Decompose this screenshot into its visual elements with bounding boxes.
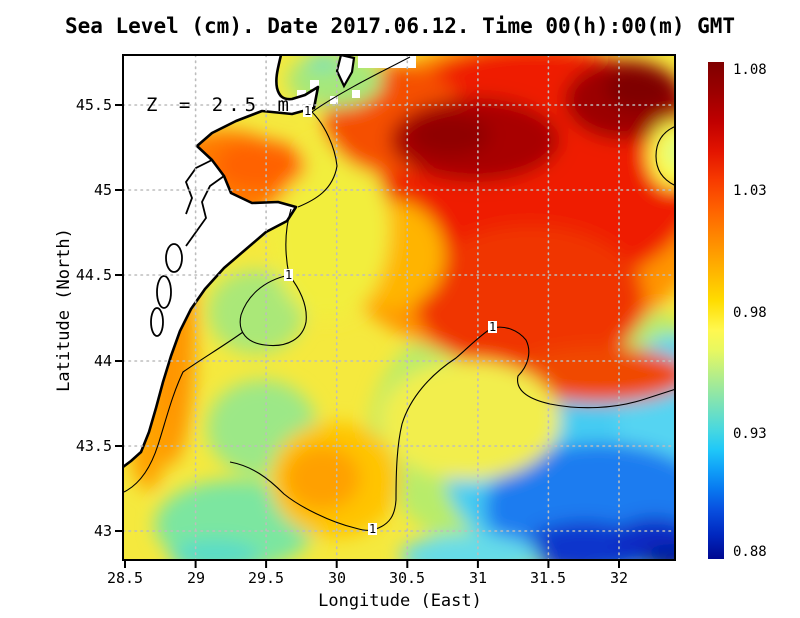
x-tick-label: 31 bbox=[468, 569, 488, 587]
coast-staircase bbox=[128, 56, 416, 448]
colorbar-label: 0.98 bbox=[733, 305, 767, 321]
lagoon-outlines bbox=[150, 159, 225, 337]
contour-label: 1 bbox=[303, 104, 313, 118]
x-tick-label: 29.5 bbox=[247, 569, 285, 587]
contour-lines bbox=[123, 56, 675, 531]
axis-ticks bbox=[115, 104, 620, 568]
x-axis-title: Longitude (East) bbox=[318, 591, 482, 611]
field-region bbox=[123, 55, 675, 560]
delta-island bbox=[335, 55, 356, 89]
colorbar-label: 1.08 bbox=[733, 62, 767, 78]
plot-border bbox=[122, 54, 676, 561]
contour-label: 1 bbox=[488, 320, 498, 334]
colorbar-label: 0.88 bbox=[733, 544, 767, 560]
y-tick-label: 44 bbox=[93, 352, 112, 370]
gridlines bbox=[123, 55, 675, 560]
y-axis-title: Latitude (North) bbox=[54, 228, 74, 392]
colorbar bbox=[708, 62, 724, 559]
x-tick-label: 28.5 bbox=[106, 569, 144, 587]
x-tick-label: 30 bbox=[327, 569, 347, 587]
contour-label: 1 bbox=[284, 268, 294, 282]
depth-annotation: Z = 2.5 m bbox=[146, 94, 294, 116]
plot-title: Sea Level (cm). Date 2017.06.12. Time 00… bbox=[64, 14, 736, 38]
y-tick-label: 43 bbox=[93, 522, 112, 540]
colorbar-label: 1.03 bbox=[733, 183, 767, 199]
x-tick-label: 30.5 bbox=[388, 569, 426, 587]
y-tick-label: 45 bbox=[93, 181, 112, 199]
y-tick-label: 45.5 bbox=[75, 96, 112, 114]
contour-label: 1 bbox=[368, 522, 378, 536]
x-tick-label: 32 bbox=[609, 569, 629, 587]
x-tick-label: 31.5 bbox=[529, 569, 567, 587]
coastline bbox=[123, 55, 320, 469]
y-tick-label: 43.5 bbox=[75, 437, 112, 455]
y-tick-label: 44.5 bbox=[75, 266, 112, 284]
colorbar-label: 0.93 bbox=[733, 426, 767, 442]
x-tick-label: 29 bbox=[186, 569, 206, 587]
land-mask bbox=[123, 55, 416, 469]
